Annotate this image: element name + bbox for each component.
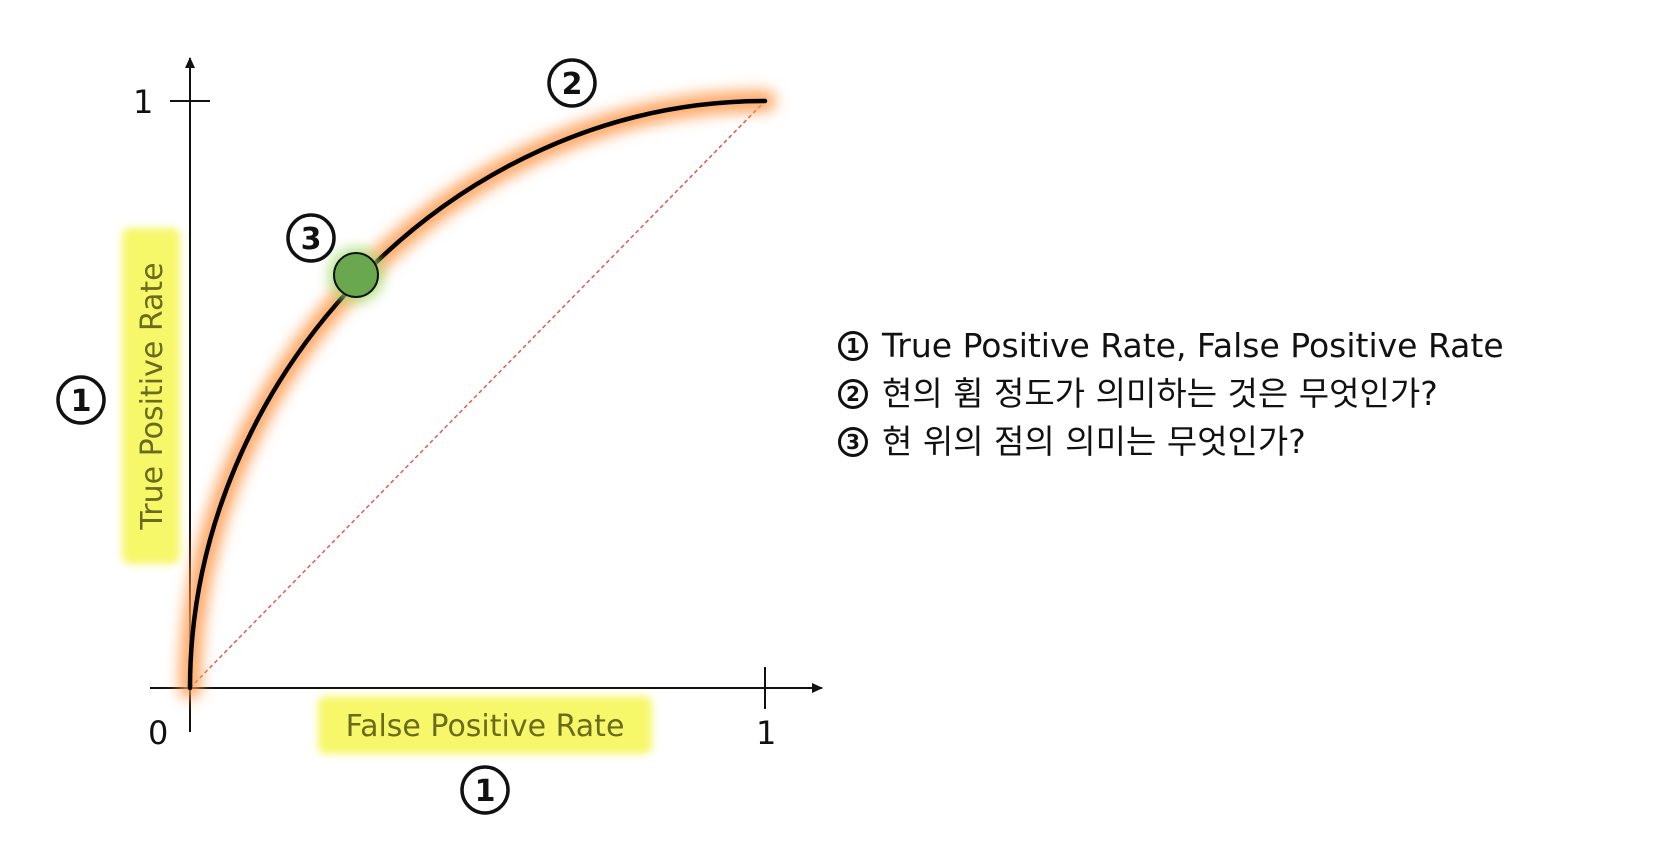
note-text-1: True Positive Rate, False Positive Rate	[882, 326, 1504, 365]
note-text-2: 현의 휨 정도가 의미하는 것은 무엇인가?	[882, 374, 1438, 413]
origin-tick-label: 0	[148, 714, 168, 752]
question-notes: 1 True Positive Rate, False Positive Rat…	[838, 322, 1638, 466]
x-one-tick-label: 1	[756, 714, 776, 752]
note-number-3: 3	[838, 427, 868, 457]
marker-curve: 2	[547, 58, 597, 108]
note-number-1: 1	[838, 331, 868, 361]
random-classifier-diagonal	[189, 100, 766, 689]
operating-point	[333, 252, 379, 298]
svg-text:1: 1	[475, 774, 496, 809]
marker-x-axis: 1	[460, 765, 510, 815]
x-axis-title-highlight	[318, 696, 652, 754]
note-item-1: 1 True Positive Rate, False Positive Rat…	[838, 322, 1638, 370]
y-one-tick-label: 1	[133, 83, 153, 121]
x-axis-title: False Positive Rate	[346, 709, 625, 744]
marker-point: 3	[286, 213, 336, 263]
note-number-2: 2	[838, 379, 868, 409]
marker-y-axis: 1	[56, 375, 106, 425]
y-axis-title-highlight	[122, 228, 180, 564]
svg-text:3: 3	[301, 222, 322, 257]
svg-text:1: 1	[71, 384, 92, 419]
note-item-3: 3 현 위의 점의 의미는 무엇인가?	[838, 418, 1638, 466]
svg-text:2: 2	[562, 67, 583, 102]
note-item-2: 2 현의 휨 정도가 의미하는 것은 무엇인가?	[838, 370, 1638, 418]
note-text-3: 현 위의 점의 의미는 무엇인가?	[882, 422, 1306, 461]
y-axis-title: True Positive Rate	[135, 262, 170, 530]
